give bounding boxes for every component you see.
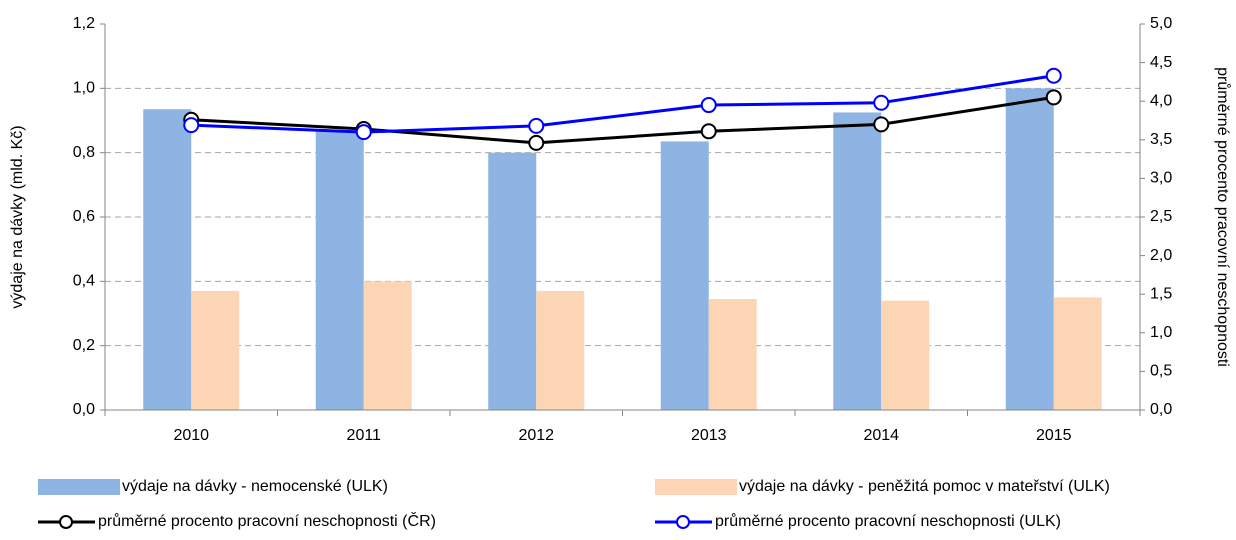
line: [191, 74, 1054, 134]
legend-label: výdaje na dávky - peněžitá pomoc v mateř…: [739, 478, 1110, 495]
marker: [700, 97, 717, 114]
bar: [143, 109, 192, 410]
line: [191, 95, 1054, 145]
legend-marker: [59, 515, 73, 529]
x-tick-label: 2013: [691, 427, 727, 444]
x-tick-label: 2014: [863, 427, 899, 444]
y-tick-label: 1,2: [73, 15, 95, 32]
marker: [1045, 89, 1062, 106]
legend-swatch: [38, 479, 120, 495]
bar: [315, 130, 364, 410]
y2-tick-label: 4,0: [1150, 92, 1172, 109]
bar: [1053, 297, 1102, 410]
legend-label: průměrné procento pracovní neschopnosti …: [98, 511, 436, 530]
x-tick-label: 2010: [173, 427, 209, 444]
marker: [355, 124, 372, 141]
y-tick-label: 0,2: [73, 337, 95, 354]
y-tick-label: 0,8: [73, 144, 95, 161]
bar: [833, 112, 882, 410]
marker: [528, 134, 545, 151]
y-tick-label: 0,6: [73, 208, 95, 225]
x-tick-label: 2015: [1036, 427, 1072, 444]
y2-tick-label: 2,0: [1150, 247, 1172, 264]
y2-tick-label: 0,5: [1150, 363, 1172, 380]
y-tick-label: 1,0: [73, 80, 95, 97]
marker: [873, 116, 890, 133]
legend-swatch: [655, 479, 737, 495]
bar: [660, 141, 709, 411]
y-tick-label: 0,0: [73, 401, 95, 418]
marker: [528, 117, 545, 134]
marker: [873, 94, 890, 111]
x-tick-label: 2012: [518, 427, 554, 444]
y2-tick-label: 1,5: [1150, 285, 1172, 302]
marker: [1045, 67, 1062, 84]
legend-marker: [676, 515, 690, 529]
y2-tick-label: 4,5: [1150, 54, 1172, 71]
y-tick-label: 0,4: [73, 273, 95, 290]
bar: [881, 300, 930, 410]
marker: [183, 117, 200, 134]
y-axis-title: výdaje na dávky (mld. Kč): [9, 125, 26, 308]
marker: [700, 123, 717, 140]
bar: [536, 290, 585, 410]
y2-tick-label: 1,0: [1150, 324, 1172, 341]
bar: [1005, 88, 1054, 410]
bar: [363, 281, 412, 410]
x-tick-label: 2011: [347, 427, 382, 444]
y2-tick-label: 5,0: [1150, 15, 1172, 32]
bar: [488, 152, 537, 410]
bar: [191, 290, 240, 410]
legend-label: výdaje na dávky - nemocenské (ULK): [122, 478, 388, 495]
y2-tick-label: 3,0: [1150, 170, 1172, 187]
y2-axis-title: průměrné procento pracovní neschopnosti: [1214, 67, 1232, 367]
y2-tick-label: 0,0: [1150, 401, 1172, 418]
bar: [708, 299, 757, 410]
legend-label: průměrné procento pracovní neschopnosti …: [715, 512, 1061, 530]
y2-tick-label: 2,5: [1150, 208, 1172, 225]
y2-tick-label: 3,5: [1150, 131, 1172, 148]
